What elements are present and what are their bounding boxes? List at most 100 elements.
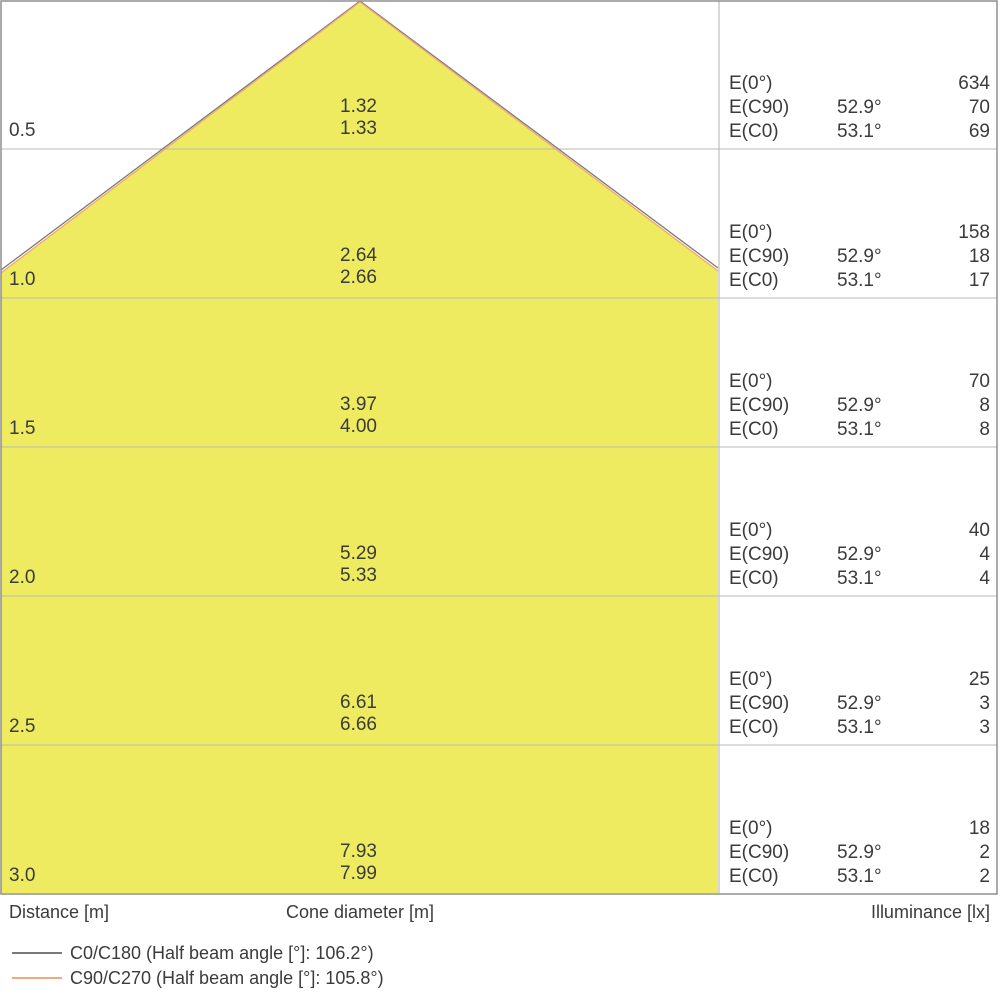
e-label: E(0°) [729,818,773,839]
ec90-line: E(C90) 52.9° 4 [729,543,990,567]
illuminance-axis-label: Illuminance [lx] [870,902,990,922]
e-angle: 53.1° [837,121,882,142]
cone-diameter-c0: 7.99 [340,863,377,884]
cone-chart-canvas [0,0,998,895]
e0-line: E(0°) 70 [729,370,990,394]
ec0-line: E(C0) 53.1° 4 [729,567,990,591]
cone-diameter-c0: 2.66 [340,267,377,288]
cone-diameter-values: 3.97 4.00 [340,394,460,438]
distance-axis-label: Distance [m] [9,902,110,922]
e-label: E(0°) [729,73,773,94]
e-angle: 53.1° [837,270,882,291]
e-label: E(0°) [729,669,773,690]
e-label: E(C0) [729,419,779,440]
e-angle: 52.9° [837,395,882,416]
ec90-line: E(C90) 52.9° 70 [729,96,990,120]
e-angle: 53.1° [837,419,882,440]
distance-label: 0.5 [9,120,36,141]
e-value: 3 [979,717,990,738]
ec90-line: E(C90) 52.9° 8 [729,394,990,418]
legend-label-c90-c270: C90/C270 (Half beam angle [°]: 105.8°) [70,968,384,988]
e-value: 8 [979,395,990,416]
e-label: E(C0) [729,121,779,142]
e-value: 2 [979,866,990,887]
illuminance-block: E(0°) 70 E(C90) 52.9° 8 E(C0) 53.1° 8 [729,370,990,442]
e-value: 69 [968,121,990,142]
illuminance-block: E(0°) 158 E(C90) 52.9° 18 E(C0) 53.1° 17 [729,221,990,293]
e-value: 70 [968,371,990,392]
e-label: E(C90) [729,97,790,118]
cone-diameter-c0: 6.66 [340,714,377,735]
illuminance-block: E(0°) 18 E(C90) 52.9° 2 E(C0) 53.1° 2 [729,817,990,889]
chart-border [0,0,998,895]
e0-line: E(0°) 18 [729,817,990,841]
e-label: E(C90) [729,246,790,267]
ec0-line: E(C0) 53.1° 3 [729,716,990,740]
e-angle: 52.9° [837,97,882,118]
e-label: E(C0) [729,568,779,589]
distance-label: 3.0 [9,865,36,886]
e-label: E(C0) [729,270,779,291]
e-label: E(0°) [729,520,773,541]
cone-diameter-axis-label: Cone diameter [m] [285,902,435,922]
ec90-line: E(C90) 52.9° 3 [729,692,990,716]
e-value: 158 [958,222,990,243]
cone-diameter-c90: 3.97 [340,394,377,415]
cone-diameter-c0: 4.00 [340,416,377,437]
e-angle: 53.1° [837,717,882,738]
e-label: E(C90) [729,842,790,863]
ec0-line: E(C0) 53.1° 8 [729,418,990,442]
e-label: E(0°) [729,222,773,243]
e-label: E(C90) [729,693,790,714]
e-angle: 53.1° [837,568,882,589]
c0-c180-line-swatch [12,952,62,954]
cone-diameter-c90: 7.93 [340,841,377,862]
e-value: 17 [968,270,990,291]
cone-diameter-c90: 6.61 [340,692,377,713]
cone-diameter-values: 6.61 6.66 [340,692,460,736]
cone-diameter-values: 1.32 1.33 [340,96,460,140]
distance-label: 2.0 [9,567,36,588]
e-label: E(C0) [729,717,779,738]
e-value: 3 [979,693,990,714]
distance-label: 1.5 [9,418,36,439]
e-value: 18 [968,818,990,839]
illuminance-block: E(0°) 25 E(C90) 52.9° 3 E(C0) 53.1° 3 [729,668,990,740]
cone-diameter-c90: 5.29 [340,543,377,564]
c90-c270-line-swatch [12,977,62,979]
e-angle: 52.9° [837,544,882,565]
cone-diameter-values: 2.64 2.66 [340,245,460,289]
distance-label: 1.0 [9,269,36,290]
e-value: 634 [958,73,990,94]
e-value: 8 [979,419,990,440]
e-label: E(0°) [729,371,773,392]
ec90-line: E(C90) 52.9° 2 [729,841,990,865]
e-value: 18 [968,246,990,267]
e0-line: E(0°) 158 [729,221,990,245]
cone-diameter-c90: 1.32 [340,96,377,117]
e0-line: E(0°) 634 [729,72,990,96]
ec0-line: E(C0) 53.1° 17 [729,269,990,293]
illuminance-block: E(0°) 634 E(C90) 52.9° 70 E(C0) 53.1° 69 [729,72,990,144]
ec0-line: E(C0) 53.1° 69 [729,120,990,144]
e-angle: 52.9° [837,693,882,714]
c90-c270-beam-line [0,1,719,274]
ec0-line: E(C0) 53.1° 2 [729,865,990,889]
legend-label-c0-c180: C0/C180 (Half beam angle [°]: 106.2°) [70,943,374,963]
illuminance-block: E(0°) 40 E(C90) 52.9° 4 E(C0) 53.1° 4 [729,519,990,591]
e0-line: E(0°) 25 [729,668,990,692]
cone-diameter-values: 5.29 5.33 [340,543,460,587]
e-value: 4 [979,568,990,589]
e-value: 40 [968,520,990,541]
e-value: 2 [979,842,990,863]
e-value: 70 [968,97,990,118]
e-value: 25 [968,669,990,690]
e-label: E(C90) [729,544,790,565]
e-angle: 53.1° [837,866,882,887]
e-label: E(C90) [729,395,790,416]
e-angle: 52.9° [837,842,882,863]
distance-label: 2.5 [9,716,36,737]
cone-diameter-c0: 5.33 [340,565,377,586]
cone-diameter-values: 7.93 7.99 [340,841,460,885]
